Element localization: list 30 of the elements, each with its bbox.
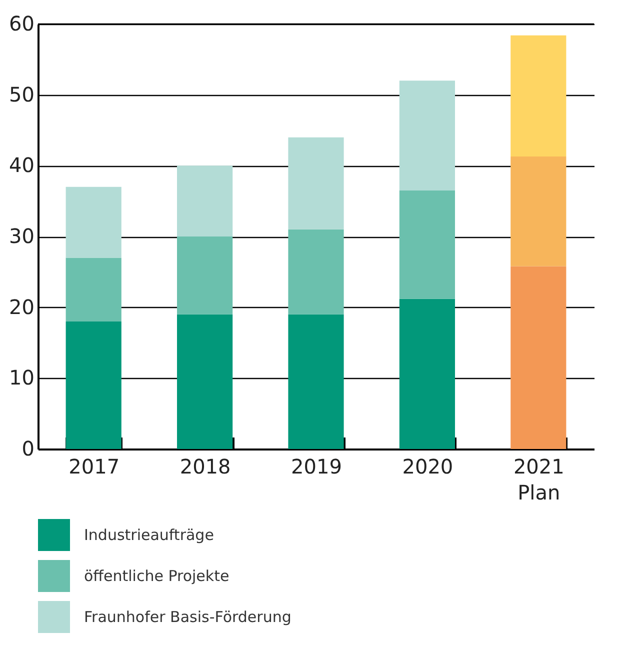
bar	[510, 35, 566, 156]
x-tick-label: 2017	[68, 454, 120, 478]
bar	[510, 156, 566, 266]
legend-label: öffentliche Projekte	[84, 567, 230, 585]
bar	[66, 186, 122, 258]
bar	[399, 190, 455, 299]
x-tick-label: 2021 Plan	[513, 454, 564, 504]
y-tick-label: 40	[9, 153, 34, 178]
bar	[399, 80, 455, 190]
y-tick-label: 30	[9, 224, 34, 248]
x-tick-label: 2018	[180, 454, 231, 478]
y-tick-label: 20	[9, 294, 34, 319]
bar	[288, 229, 344, 314]
bar	[66, 258, 122, 322]
bar	[510, 266, 566, 449]
y-tick-label: 10	[9, 366, 34, 390]
y-tick-label: 0	[22, 436, 34, 460]
bar	[288, 314, 344, 449]
bar	[399, 298, 455, 449]
bar	[177, 236, 233, 314]
legend-label: Industrieaufträge	[84, 526, 214, 544]
x-tick-label: 2019	[291, 454, 342, 478]
bar	[177, 166, 233, 236]
bar	[288, 137, 344, 230]
bar	[177, 314, 233, 449]
legend-label: Fraunhofer Basis-Förderung	[84, 608, 292, 626]
y-tick-label: 50	[9, 82, 34, 106]
x-tick-label: 2020	[402, 454, 454, 478]
y-tick-label: 60	[9, 12, 34, 36]
bar	[66, 322, 122, 449]
